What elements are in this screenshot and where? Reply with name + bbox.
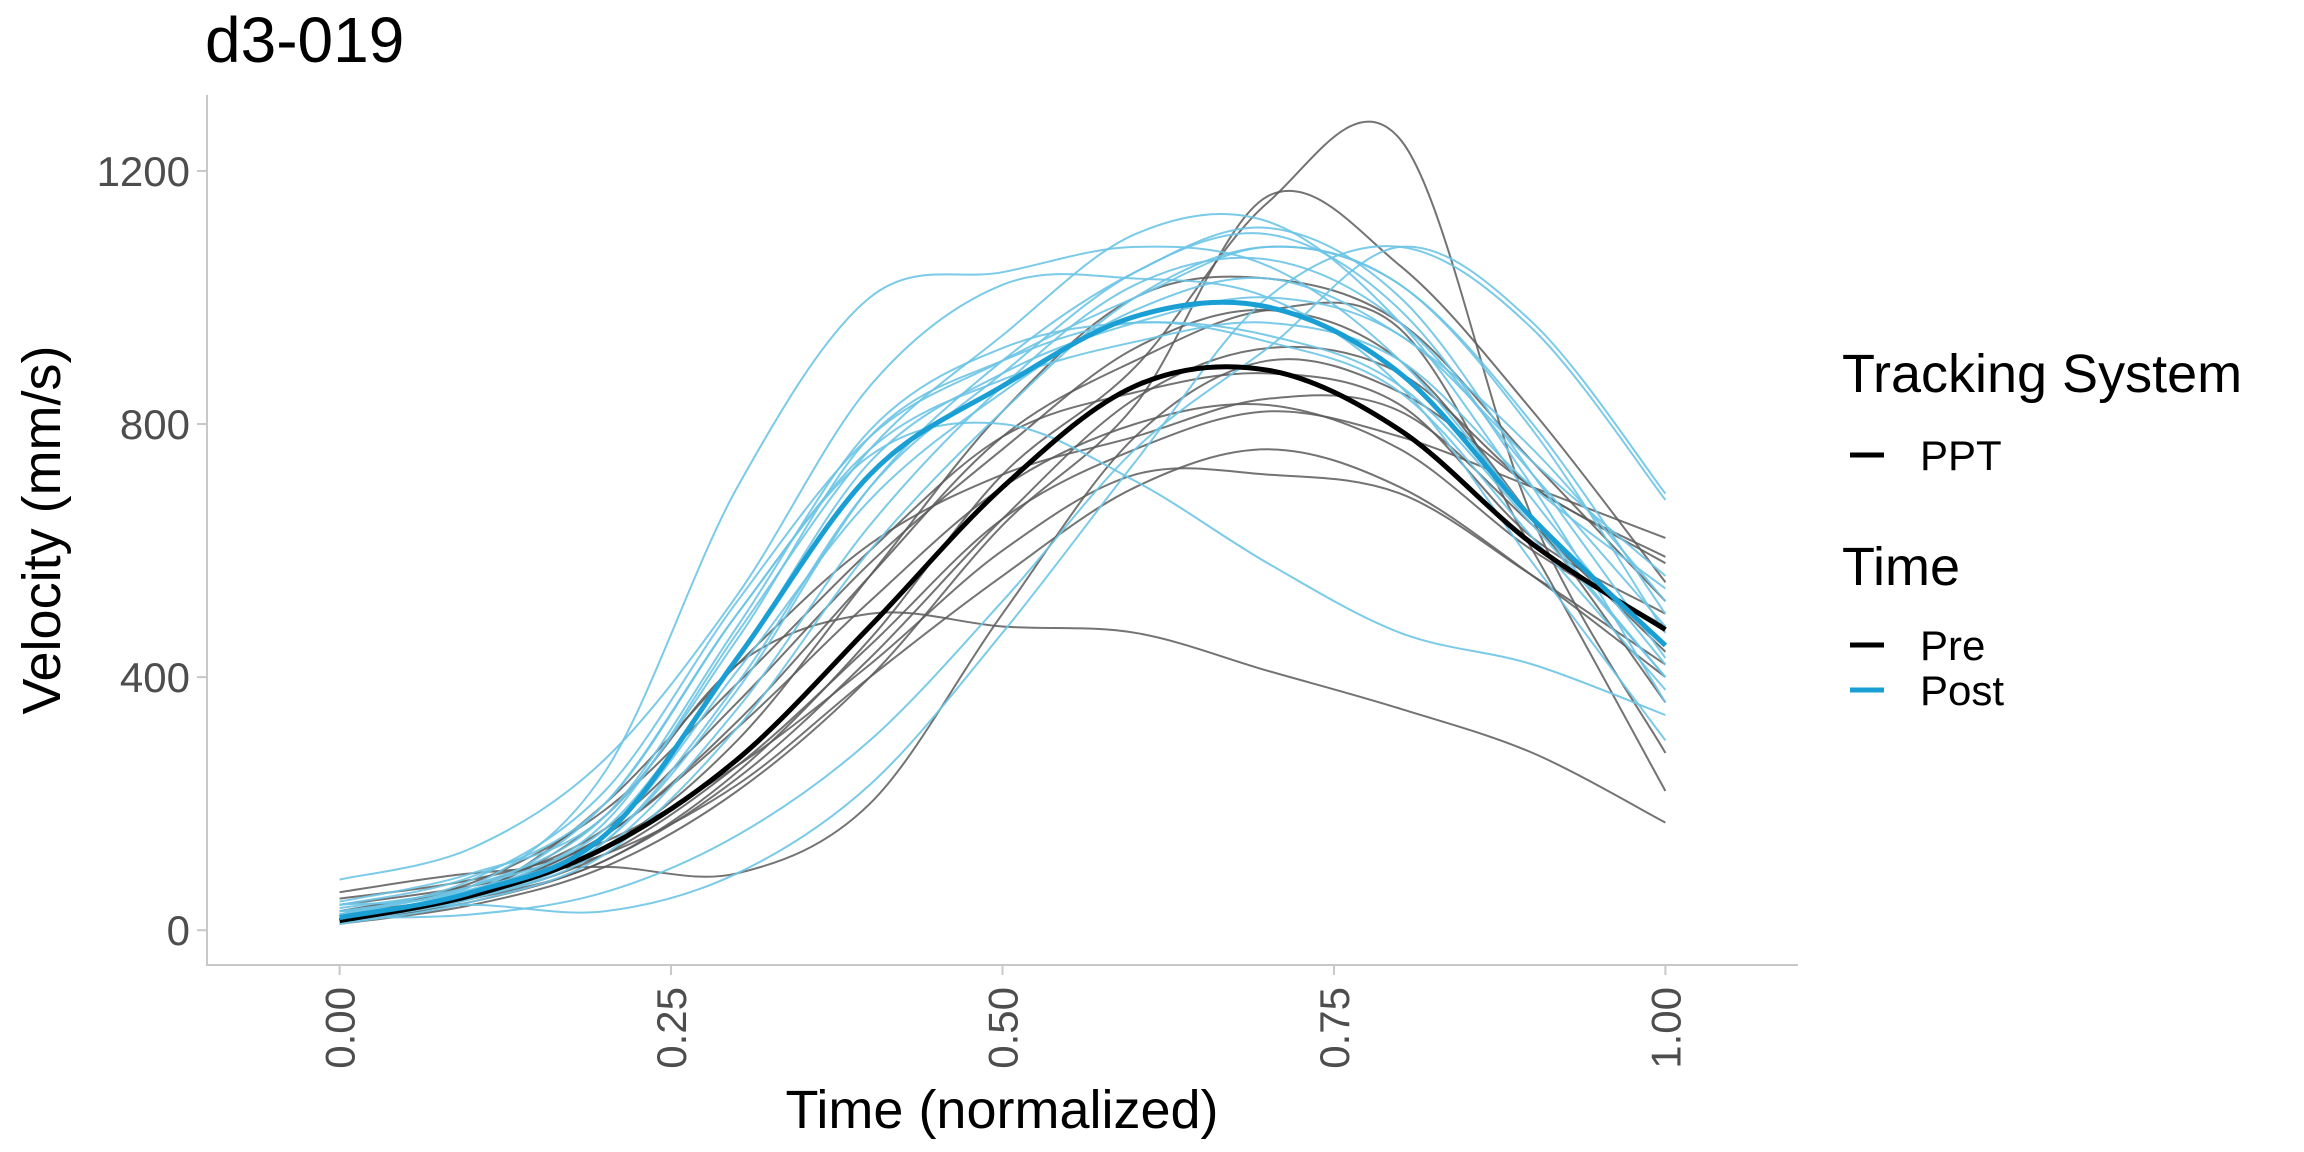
trial-line-pre-9 (339, 410, 1666, 919)
y-axis: 0 400 800 1200 (97, 148, 207, 954)
legend-title-tracking-system: Tracking System (1842, 344, 2242, 404)
trial-line-post-18 (339, 245, 1667, 914)
trial-line-post-16 (339, 245, 1667, 906)
x-tick-label: 0.50 (980, 987, 1027, 1069)
x-tick-label: 0.25 (648, 987, 695, 1069)
trial-line-pre-8 (339, 308, 1667, 913)
legend-title-time: Time (1842, 537, 1960, 597)
trial-line-post-25 (339, 213, 1667, 919)
trial-line-pre-3 (339, 189, 1667, 925)
y-axis-title: Velocity (mm/s) (12, 345, 72, 714)
legend-label-pre: Pre (1920, 622, 1985, 669)
chart-title: d3-019 (205, 4, 404, 76)
trial-line-pre-14 (339, 372, 1666, 913)
trial-line-post-19 (339, 421, 1666, 925)
axis-frame (206, 95, 1798, 966)
trial-line-pre-13 (339, 345, 1666, 922)
mean-line-pre (339, 364, 1667, 924)
legend-label-ppt: PPT (1920, 432, 2002, 479)
mean-lines (339, 299, 1668, 924)
trial-line-post-22 (339, 296, 1667, 910)
x-tick-label: 1.00 (1642, 987, 1689, 1069)
legend-label-post: Post (1920, 667, 2004, 714)
trial-line-post-23 (339, 256, 1667, 919)
trial-lines (339, 120, 1667, 925)
trial-line-pre-5 (339, 402, 1666, 919)
trial-line-post-28 (339, 321, 1667, 916)
x-axis: 0.00 0.25 0.50 0.75 1.00 (317, 965, 1689, 1069)
trial-line-post-27 (339, 245, 1667, 925)
legend: Tracking System PPT Time Pre Post (1842, 344, 2242, 714)
x-axis-title: Time (normalized) (785, 1080, 1218, 1140)
trial-line-post-17 (339, 245, 1667, 919)
mean-line-post (339, 299, 1668, 920)
trial-line-post-30 (339, 321, 1667, 906)
y-tick-label: 800 (120, 401, 190, 448)
y-tick-label: 400 (120, 654, 190, 701)
y-tick-label: 1200 (97, 148, 190, 195)
trial-line-pre-4 (339, 467, 1666, 900)
trial-line-post-24 (339, 321, 1667, 903)
x-tick-label: 0.75 (1311, 987, 1358, 1069)
y-tick-label: 0 (167, 907, 190, 954)
plot-area (339, 120, 1668, 925)
x-tick-label: 0.00 (317, 987, 364, 1069)
trial-line-post-15 (339, 273, 1667, 881)
